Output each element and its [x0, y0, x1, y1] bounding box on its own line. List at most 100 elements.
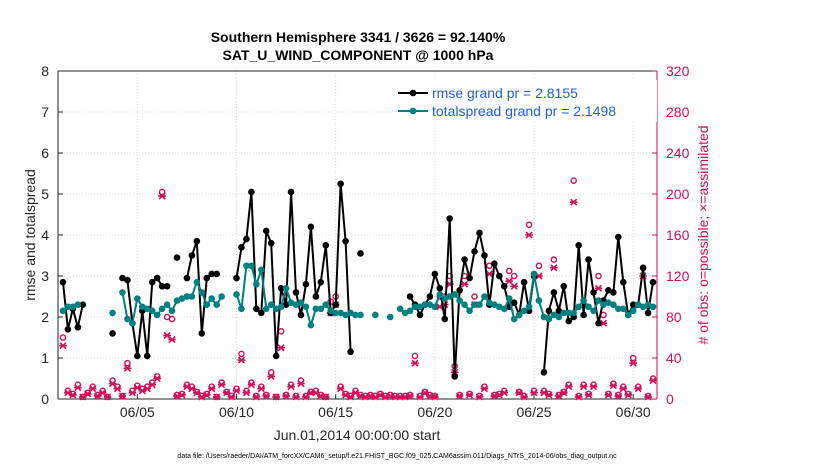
rmse-point-96 — [644, 309, 652, 317]
y-tick-label-3: 3 — [41, 268, 49, 284]
rmse-point-35 — [287, 188, 295, 196]
totalspread-point-85 — [550, 311, 558, 319]
rmse-point-64 — [481, 252, 488, 259]
obs-assimilated-marker-114 — [624, 391, 633, 399]
y2-tick-label-8: 320 — [666, 63, 690, 79]
obs-assimilated-marker-94 — [525, 231, 533, 239]
rmse-point-23 — [213, 270, 220, 278]
totalspread-point-47 — [337, 309, 344, 317]
rmse-point-84 — [585, 256, 592, 263]
totalspread-point-38 — [292, 301, 300, 309]
rmse-point-4 — [79, 301, 87, 309]
rmse-point-19 — [193, 237, 201, 245]
obs-assimilated-marker-99 — [550, 264, 558, 272]
obs-assimilated-marker-82 — [465, 391, 474, 399]
rmse-point-24 — [233, 274, 240, 282]
totalspread-point-33 — [267, 301, 275, 309]
obs-assimilated-marker-3 — [74, 384, 82, 392]
totalspread-point-2 — [69, 303, 77, 311]
totalspread-point-7 — [129, 319, 136, 327]
obs-assimilated-marker-119 — [649, 376, 657, 385]
totalspread-point-68 — [466, 307, 473, 315]
obs-assimilated-marker-37 — [242, 389, 251, 397]
rmse-point-85 — [590, 289, 597, 296]
totalspread-point-97 — [610, 301, 617, 309]
obs-assimilated-marker-9 — [103, 393, 112, 401]
totalspread-point-88 — [565, 309, 573, 317]
rmse-point-18 — [188, 252, 196, 259]
rmse-point-72 — [520, 278, 528, 286]
rmse-point-61 — [466, 274, 473, 282]
totalspread-point-54 — [396, 305, 404, 313]
obs-assimilated-marker-32 — [217, 381, 226, 389]
obs-possible-marker-82 — [466, 390, 473, 398]
totalspread-point-75 — [500, 305, 508, 313]
totalspread-point-0 — [59, 307, 67, 315]
totalspread-point-62 — [436, 291, 444, 298]
totalspread-point-22 — [203, 301, 211, 309]
legend-box — [395, 80, 657, 122]
rmse-point-21 — [203, 274, 211, 282]
totalspread-point-32 — [262, 305, 270, 313]
rmse-point-53 — [426, 293, 434, 300]
x-tick-label-3: 06/20 — [417, 404, 452, 420]
totalspread-point-92 — [585, 303, 592, 311]
obs-possible-marker-94 — [525, 221, 533, 229]
rmse-point-78 — [555, 307, 563, 315]
obs-assimilated-marker-103 — [569, 198, 578, 206]
obs-possible-marker-71 — [411, 352, 419, 360]
totalspread-point-34 — [272, 305, 280, 313]
rmse-point-28 — [253, 305, 260, 313]
totalspread-point-67 — [461, 301, 468, 309]
totalspread-point-24 — [213, 301, 220, 309]
totalspread-point-84 — [545, 315, 553, 323]
totalspread-point-3 — [74, 301, 82, 309]
totalspread-point-94 — [595, 297, 602, 304]
obs-assimilated-marker-40 — [257, 385, 266, 393]
obs-possible-marker-41 — [262, 391, 270, 399]
obs-assimilated-marker-101 — [559, 389, 568, 397]
rmse-point-82 — [575, 241, 582, 249]
totalspread-point-41 — [307, 321, 315, 329]
obs-possible-marker-45 — [282, 391, 290, 399]
rmse-point-13 — [153, 274, 161, 282]
totalspread-point-55 — [401, 309, 409, 317]
obs-assimilated-marker-91 — [510, 282, 518, 290]
totalspread-point-95 — [600, 301, 607, 309]
totalspread-point-28 — [243, 262, 250, 270]
rmse-point-95 — [639, 264, 647, 272]
totalspread-point-44 — [322, 301, 330, 309]
totalspread-point-20 — [193, 278, 201, 286]
totalspread-point-12 — [153, 311, 161, 319]
rmse-point-29 — [258, 309, 265, 317]
y2-tick-label-2: 80 — [666, 309, 682, 325]
totalspread-point-90 — [575, 303, 582, 311]
totalspread-point-93 — [590, 307, 597, 315]
obs-possible-marker-84 — [476, 392, 483, 400]
obs-assimilated-marker-90 — [505, 277, 514, 285]
totalspread-point-57 — [411, 303, 419, 311]
totalspread-point-66 — [456, 297, 463, 304]
rmse-point-15 — [163, 282, 171, 290]
totalspread-point-15 — [168, 307, 176, 315]
obs-possible-marker-96 — [535, 262, 543, 270]
rmse-point-27 — [248, 188, 255, 196]
totalspread-point-59 — [421, 301, 429, 309]
totalspread-point-65 — [451, 291, 458, 298]
totalspread-point-14 — [163, 301, 171, 309]
totalspread-point-26 — [233, 291, 240, 298]
totalspread-point-46 — [332, 309, 339, 317]
obs-assimilated-marker-104 — [574, 393, 583, 401]
totalspread-point-98 — [615, 305, 622, 313]
totalspread-point-53 — [386, 313, 394, 321]
rmse-point-31 — [267, 239, 275, 247]
rmse-point-86 — [595, 319, 602, 327]
obs-possible-marker-92 — [515, 388, 523, 396]
obs-assimilated-marker-20 — [158, 192, 166, 200]
obs-possible-marker-42 — [267, 369, 275, 376]
rmse-point-67 — [496, 272, 503, 280]
totalspread-point-9 — [138, 303, 146, 311]
rmse-point-55 — [436, 285, 444, 292]
obs-possible-marker-115 — [629, 354, 637, 362]
